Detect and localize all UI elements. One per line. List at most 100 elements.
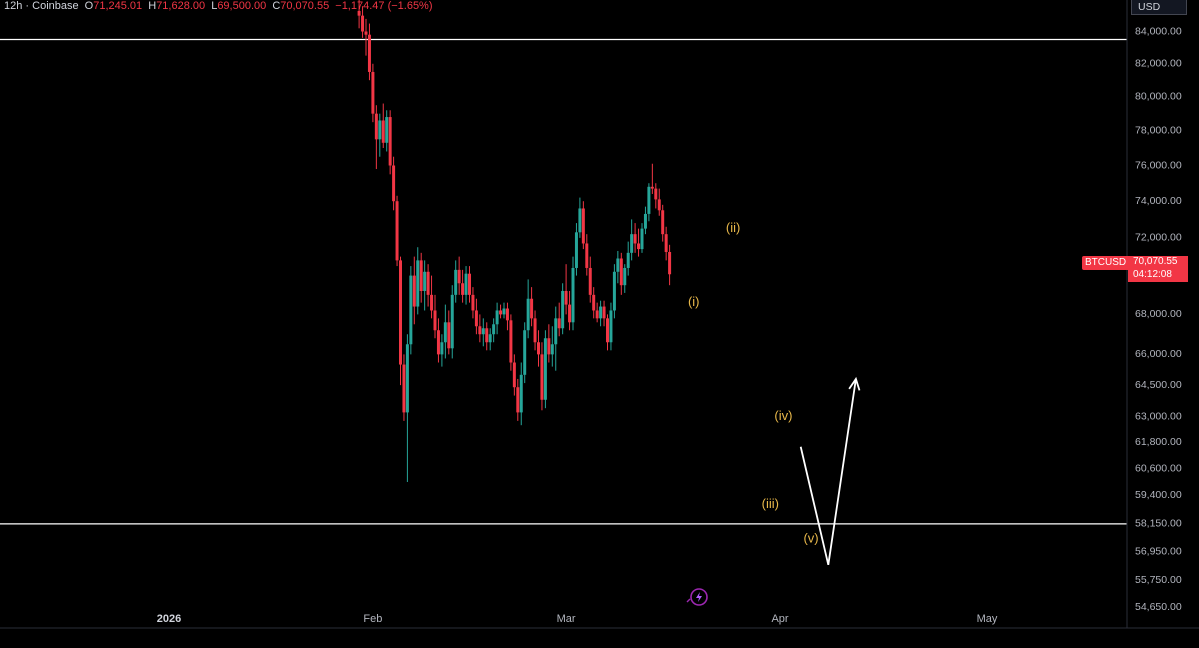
candle [492, 318, 496, 343]
candle [436, 318, 440, 363]
candle-body [578, 208, 582, 233]
candle-body [367, 34, 371, 72]
time-tick-label: May [977, 613, 998, 625]
candle-body [526, 298, 530, 331]
price-tick-label: 72,000.00 [1135, 232, 1182, 244]
candle [540, 342, 544, 411]
candle-body [450, 294, 454, 349]
price-axis[interactable]: 84,000.00 82,000.00 80,000.00 78,000.00 76,0… [1135, 25, 1182, 613]
price-tick-label: 68,000.00 [1135, 308, 1182, 320]
wave-label[interactable]: (iii) [762, 496, 779, 511]
time-tick-label: Feb [363, 613, 382, 625]
candle-body [485, 328, 489, 343]
candle [502, 302, 506, 319]
wave-label[interactable]: (v) [803, 530, 818, 545]
replay-icon[interactable] [686, 588, 708, 606]
candle-body [399, 260, 402, 365]
price-tick-label: 63,000.00 [1135, 410, 1182, 422]
wave-label[interactable]: (iv) [774, 408, 792, 423]
candle [574, 223, 578, 276]
candle [654, 183, 658, 209]
candle [568, 290, 572, 331]
candle-body [430, 294, 434, 311]
candle [623, 264, 627, 293]
candle [385, 110, 389, 152]
wave-labels: (i) (ii) (iii) (iv) (v) [688, 220, 819, 545]
candle [592, 287, 596, 319]
candle [602, 300, 606, 327]
candle-body [633, 234, 637, 244]
candle-body [357, 10, 361, 16]
candle [640, 223, 644, 253]
candle [419, 252, 423, 303]
candle [533, 310, 537, 351]
price-tick-label: 64,500.00 [1135, 379, 1182, 391]
candle [585, 234, 589, 276]
horizontal-lines [0, 38, 1127, 525]
candle [464, 266, 468, 305]
candle [630, 219, 634, 261]
candle [499, 304, 503, 319]
candle-body [385, 117, 389, 143]
candle [488, 328, 492, 351]
time-axis[interactable]: 2026 Feb Mar Apr May [157, 613, 998, 625]
candle [664, 226, 668, 261]
price-tick-label: 76,000.00 [1135, 159, 1182, 171]
candle [357, 0, 361, 29]
projection-path[interactable] [799, 378, 857, 566]
wave-label[interactable]: (i) [688, 294, 700, 309]
price-tick-label: 59,400.00 [1135, 489, 1182, 501]
candle-body [474, 310, 478, 327]
candle-body [502, 308, 506, 315]
candle-body [657, 199, 661, 211]
candle-body [588, 267, 592, 295]
currency-button[interactable]: USD [1131, 0, 1187, 15]
candle-body [647, 186, 651, 214]
candle [547, 324, 551, 363]
candle [468, 266, 471, 303]
candle-body [585, 243, 589, 268]
candle [447, 310, 451, 355]
last-price-label: 70,070.55 04:12:08 [1128, 256, 1188, 282]
candle [512, 354, 516, 396]
candle-body [561, 290, 565, 329]
candle-body [443, 322, 447, 343]
candle-body [664, 234, 668, 252]
candle [609, 302, 613, 351]
candle [361, 6, 365, 38]
candle [637, 228, 641, 257]
wave-label[interactable]: (ii) [726, 220, 740, 235]
interval-source[interactable]: 12h · Coinbase [4, 0, 79, 12]
candle-body [512, 362, 516, 388]
candle-body [523, 330, 527, 375]
candle [633, 223, 637, 253]
candle [523, 322, 527, 384]
candle-body [371, 71, 375, 114]
candle [505, 302, 509, 331]
candle-body [609, 310, 613, 343]
candle [564, 264, 568, 315]
candle [516, 378, 520, 421]
candle [454, 260, 458, 303]
candle-body [364, 31, 368, 35]
candle [416, 247, 420, 315]
candle [647, 183, 651, 222]
candle [509, 314, 513, 371]
candle-body [509, 320, 513, 363]
candle-body [461, 283, 465, 295]
candle-body [361, 15, 365, 32]
price-tick-label: 56,950.00 [1135, 546, 1182, 558]
candle-body [447, 322, 451, 349]
candle [440, 334, 444, 367]
candle [543, 330, 547, 409]
candle-body [495, 310, 499, 325]
candle-body [505, 308, 509, 321]
candle-body [606, 318, 609, 343]
candle [537, 330, 540, 367]
candle [430, 275, 434, 319]
candle [374, 105, 378, 170]
open-label: O [84, 0, 94, 12]
candle [443, 304, 447, 359]
candle [433, 294, 437, 339]
